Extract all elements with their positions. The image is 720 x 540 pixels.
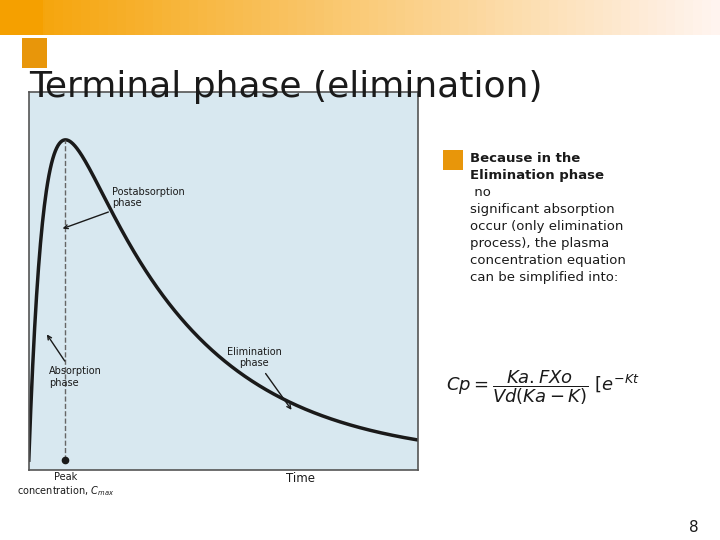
- Bar: [216, 0, 225, 35]
- Bar: [288, 0, 297, 35]
- Bar: [324, 0, 333, 35]
- Bar: [234, 0, 243, 35]
- Bar: [675, 0, 684, 35]
- Bar: [117, 0, 126, 35]
- Bar: [63, 0, 72, 35]
- Bar: [630, 0, 639, 35]
- Bar: [144, 0, 153, 35]
- Text: no
significant absorption
occur (only elimination
process), the plasma
concentra: no significant absorption occur (only el…: [470, 152, 626, 284]
- Bar: [333, 0, 342, 35]
- Bar: [450, 0, 459, 35]
- Bar: [513, 0, 522, 35]
- Bar: [612, 0, 621, 35]
- Bar: [657, 0, 666, 35]
- Bar: [459, 0, 468, 35]
- Bar: [108, 0, 117, 35]
- Bar: [207, 0, 216, 35]
- Bar: [531, 0, 540, 35]
- Text: Because in the
Elimination phase: Because in the Elimination phase: [470, 152, 604, 181]
- Bar: [297, 0, 306, 35]
- Bar: [639, 0, 648, 35]
- Bar: [621, 0, 630, 35]
- Text: 8: 8: [689, 519, 698, 535]
- Bar: [477, 0, 486, 35]
- Bar: [9, 0, 18, 35]
- Bar: [270, 0, 279, 35]
- Bar: [90, 0, 99, 35]
- Bar: [486, 0, 495, 35]
- Bar: [36, 0, 45, 35]
- Bar: [27, 0, 36, 35]
- Bar: [54, 0, 63, 35]
- Bar: [423, 0, 432, 35]
- Text: Postabsorption
phase: Postabsorption phase: [64, 187, 185, 228]
- Text: Terminal phase (elimination): Terminal phase (elimination): [29, 70, 542, 104]
- Bar: [72, 0, 81, 35]
- Bar: [306, 0, 315, 35]
- Text: $\mathit{Cp} = \dfrac{\mathit{Ka.FXo}}{\mathit{Vd(Ka-K)}}\ \left[\mathit{e}^{-\m: $\mathit{Cp} = \dfrac{\mathit{Ka.FXo}}{\…: [446, 368, 640, 407]
- Bar: [468, 0, 477, 35]
- Bar: [0, 0, 9, 35]
- Bar: [378, 0, 387, 35]
- Bar: [414, 0, 423, 35]
- Bar: [315, 0, 324, 35]
- Bar: [684, 0, 693, 35]
- Bar: [702, 0, 711, 35]
- Bar: [162, 0, 171, 35]
- Bar: [189, 0, 198, 35]
- Bar: [603, 0, 612, 35]
- Bar: [432, 0, 441, 35]
- Bar: [693, 0, 702, 35]
- Bar: [126, 0, 135, 35]
- Bar: [81, 0, 90, 35]
- Text: Absorption
phase: Absorption phase: [48, 336, 102, 388]
- Bar: [396, 0, 405, 35]
- Bar: [567, 0, 576, 35]
- Bar: [576, 0, 585, 35]
- Bar: [585, 0, 594, 35]
- Bar: [279, 0, 288, 35]
- Bar: [99, 0, 108, 35]
- Bar: [522, 0, 531, 35]
- Bar: [441, 0, 450, 35]
- Bar: [387, 0, 396, 35]
- Bar: [171, 0, 180, 35]
- Bar: [540, 0, 549, 35]
- Bar: [153, 0, 162, 35]
- Bar: [18, 0, 27, 35]
- Bar: [342, 0, 351, 35]
- Bar: [45, 0, 54, 35]
- Text: Elimination
phase: Elimination phase: [227, 347, 291, 409]
- Bar: [549, 0, 558, 35]
- Text: Time: Time: [287, 472, 315, 485]
- Bar: [558, 0, 567, 35]
- Bar: [666, 0, 675, 35]
- Text: Peak
concentration, $C_{max}$: Peak concentration, $C_{max}$: [17, 472, 114, 498]
- Bar: [252, 0, 261, 35]
- Bar: [261, 0, 270, 35]
- Bar: [504, 0, 513, 35]
- Bar: [198, 0, 207, 35]
- Bar: [648, 0, 657, 35]
- Bar: [711, 0, 720, 35]
- Bar: [594, 0, 603, 35]
- Bar: [180, 0, 189, 35]
- Bar: [360, 0, 369, 35]
- Bar: [243, 0, 252, 35]
- Bar: [135, 0, 144, 35]
- Bar: [369, 0, 378, 35]
- Bar: [405, 0, 414, 35]
- Bar: [351, 0, 360, 35]
- Bar: [225, 0, 234, 35]
- Bar: [495, 0, 504, 35]
